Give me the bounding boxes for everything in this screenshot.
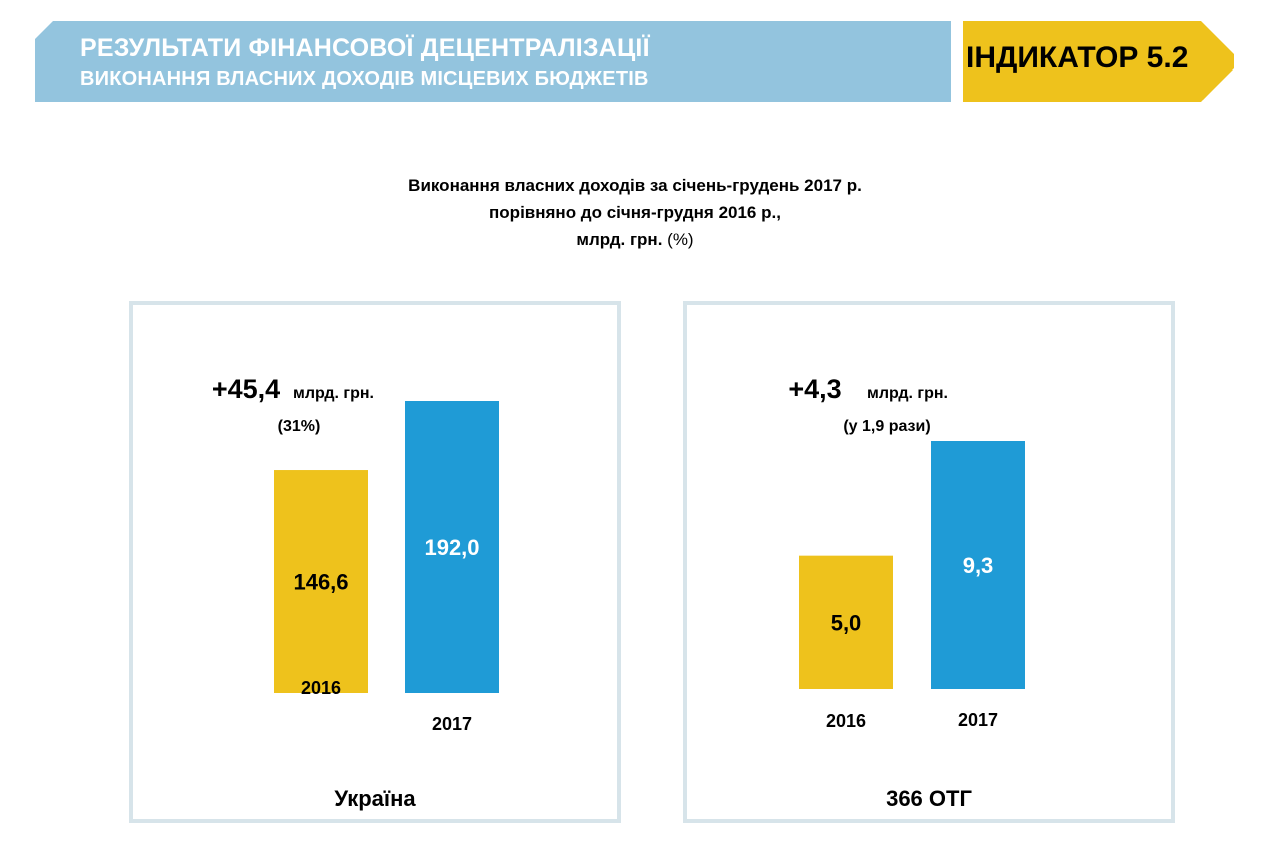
bar-otg-2016 — [799, 555, 893, 689]
chart-title-line-2: порівняно до січня-грудня 2016 р., — [489, 203, 781, 222]
header-banner — [35, 21, 951, 102]
delta-note-otg: (у 1,9 рази) — [843, 418, 930, 435]
indicator-label: ІНДИКАТОР 5.2 — [966, 41, 1189, 74]
chart-title-line-1: Виконання власних доходів за січень-груд… — [408, 176, 862, 195]
delta-unit-otg: млрд. грн. — [867, 385, 948, 402]
delta-note-ukraine: (31%) — [278, 418, 321, 435]
indicator-badge — [963, 21, 1234, 102]
category-label-ukraine-2016: 2016 — [301, 678, 341, 698]
delta-value-ukraine: +45,4 — [212, 374, 280, 404]
category-label-ukraine-2017: 2017 — [432, 714, 472, 734]
panel-ukraine: 146,6 2016 192,0 2017 +45,4 млрд. грн. (31%… — [129, 301, 621, 823]
value-label-ukraine-2017: 192,0 — [424, 535, 479, 560]
chart-title: Виконання власних доходів за січень-груд… — [235, 172, 1035, 253]
indicator-corner-fold — [1203, 70, 1233, 100]
chart-otg: 5,0 2016 9,3 2017 +4,3 млрд. грн. (у 1,9 ра… — [788, 374, 1025, 811]
header-corner-fold — [35, 21, 53, 39]
category-label-otg-2016: 2016 — [826, 711, 866, 731]
panel-title-ukraine: Україна — [334, 786, 416, 811]
bars-ukraine: 146,6 2016 192,0 2017 — [274, 401, 499, 734]
bar-ukraine-2016 — [274, 470, 368, 693]
indicator-corner-cut-top — [1201, 21, 1234, 54]
value-label-ukraine-2016: 146,6 — [293, 570, 348, 595]
bar-ukraine-2017 — [405, 401, 499, 693]
chart-ukraine: 146,6 2016 192,0 2017 +45,4 млрд. грн. (31%… — [212, 374, 499, 811]
chart-title-percent: (%) — [667, 230, 694, 249]
value-label-otg-2017: 9,3 — [963, 553, 994, 578]
category-label-otg-2017: 2017 — [958, 710, 998, 730]
bar-otg-2017 — [931, 441, 1025, 689]
header-subtitle: ВИКОНАННЯ ВЛАСНИХ ДОХОДІВ МІСЦЕВИХ БЮДЖЕ… — [80, 68, 649, 90]
delta-unit-ukraine: млрд. грн. — [293, 385, 374, 402]
panel-otg: 5,0 2016 9,3 2017 +4,3 млрд. грн. (у 1,9 ра… — [683, 301, 1175, 823]
chart-title-unit: млрд. грн. — [576, 230, 663, 249]
delta-value-otg: +4,3 — [788, 374, 841, 404]
header-title: РЕЗУЛЬТАТИ ФІНАНСОВОЇ ДЕЦЕНТРАЛІЗАЦІЇ — [80, 34, 650, 62]
bars-otg: 5,0 2016 9,3 2017 — [799, 441, 1025, 731]
panel-title-otg: 366 ОТГ — [886, 786, 972, 811]
value-label-otg-2016: 5,0 — [831, 610, 862, 635]
